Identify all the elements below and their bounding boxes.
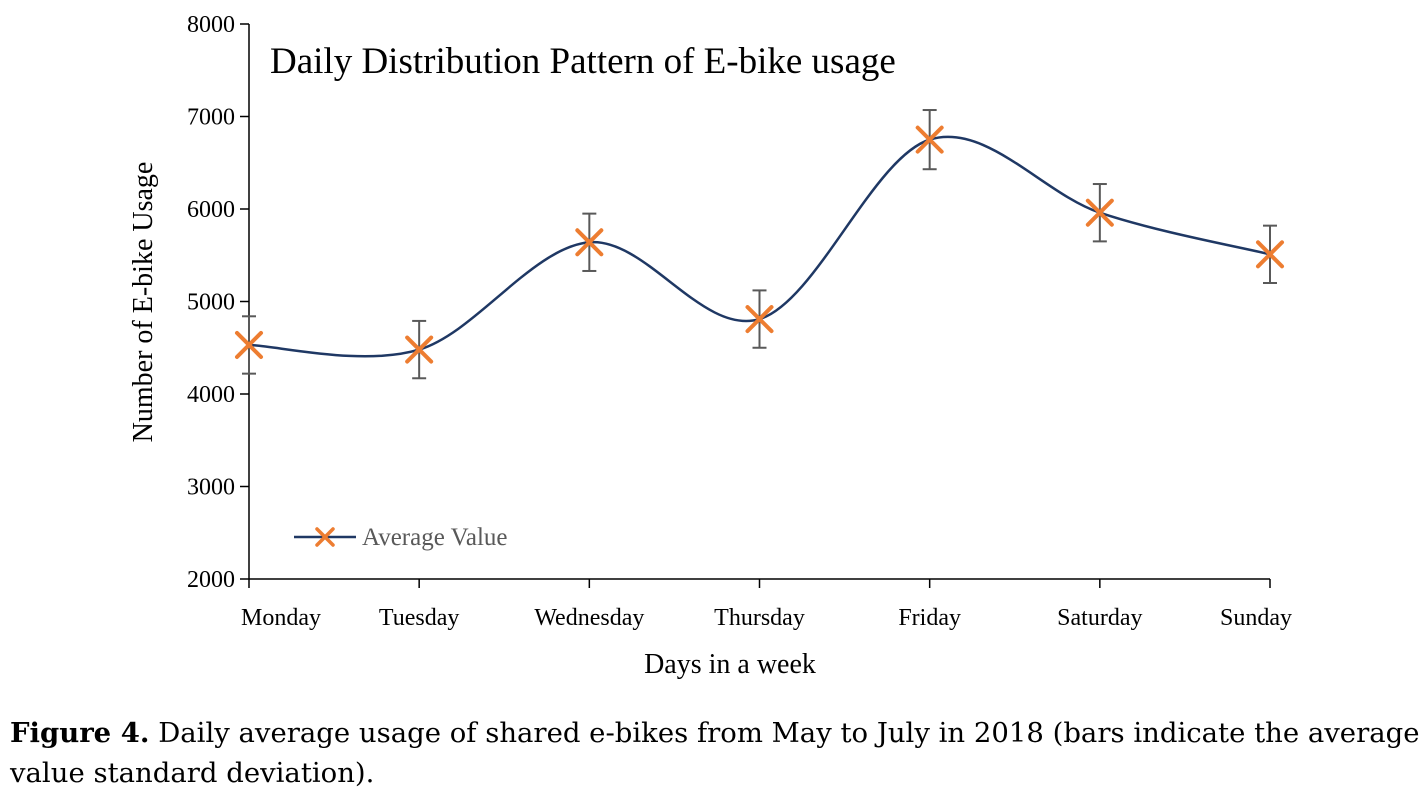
series-layer — [235, 109, 1284, 380]
y-tick-label: 6000 — [187, 197, 235, 223]
x-tick-label: Tuesday — [379, 605, 459, 631]
x-tick-label: Saturday — [1057, 605, 1142, 631]
caption-text: Daily average usage of shared e-bikes fr… — [10, 717, 1420, 789]
x-tick-label: Thursday — [714, 605, 805, 631]
x-axis-ticks: Monday Tuesday Wednesday Thursday Friday Satu… — [241, 579, 1292, 631]
figure-caption: Figure 4. Daily average usage of shared … — [10, 713, 1420, 793]
chart-title: Daily Distribution Pattern of E-bike usa… — [270, 41, 896, 82]
data-point — [1085, 198, 1114, 227]
y-axis-label: Number of E-bike Usage — [128, 162, 159, 443]
y-tick-label: 2000 — [187, 567, 235, 593]
legend-label: Average Value — [362, 524, 508, 551]
y-tick-label: 8000 — [187, 12, 235, 38]
data-point — [235, 330, 263, 359]
data-point — [405, 335, 434, 364]
y-tick-label: 4000 — [187, 382, 235, 408]
y-tick-label: 5000 — [187, 290, 235, 316]
data-point — [575, 228, 604, 257]
x-tick-label: Friday — [898, 605, 961, 631]
data-point — [915, 125, 944, 154]
line-chart: 2000 3000 4000 5000 6000 7000 8000 Monday Tuesd… — [128, 12, 1292, 680]
x-tick-label: Sunday — [1220, 605, 1292, 631]
x-axis-label: Days in a week — [644, 649, 816, 680]
x-tick-label: Monday — [241, 605, 321, 631]
data-point — [745, 305, 774, 334]
y-tick-label: 7000 — [187, 105, 235, 131]
legend-marker — [315, 527, 335, 547]
caption-label: Figure 4. — [10, 717, 150, 749]
data-point — [1256, 240, 1284, 269]
legend: Average Value — [294, 524, 508, 551]
y-axis-ticks: 2000 3000 4000 5000 6000 7000 8000 — [187, 12, 249, 593]
y-tick-label: 3000 — [187, 475, 235, 501]
x-tick-label: Wednesday — [534, 605, 644, 631]
